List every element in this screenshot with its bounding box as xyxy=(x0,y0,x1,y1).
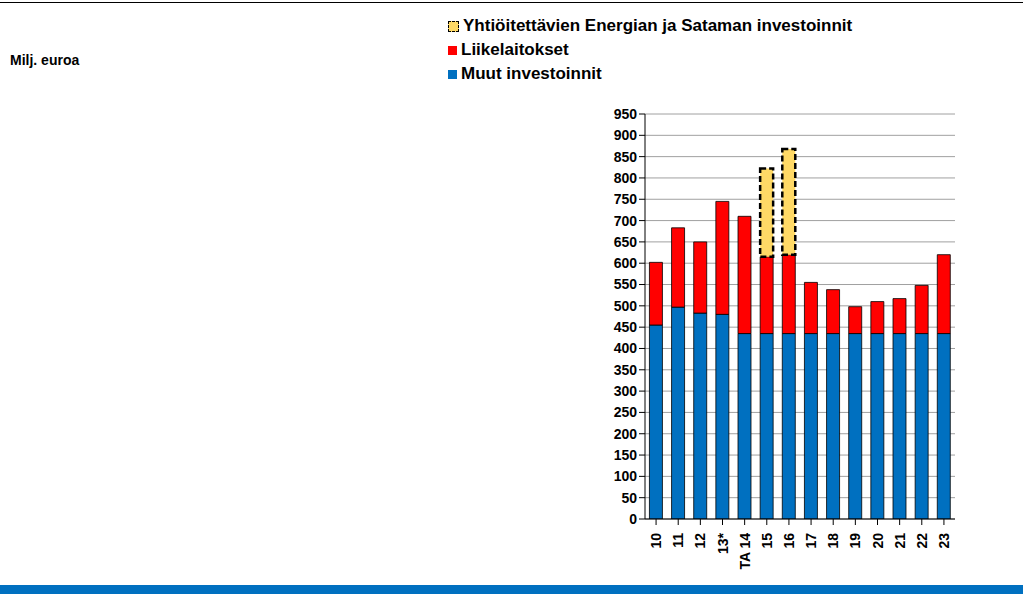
svg-text:20: 20 xyxy=(870,533,886,549)
svg-text:21: 21 xyxy=(892,533,908,549)
svg-text:450: 450 xyxy=(614,319,638,335)
svg-text:300: 300 xyxy=(614,383,638,399)
svg-text:50: 50 xyxy=(621,490,637,506)
svg-text:800: 800 xyxy=(614,170,638,186)
svg-text:150: 150 xyxy=(614,447,638,463)
svg-text:200: 200 xyxy=(614,426,638,442)
svg-text:0: 0 xyxy=(629,511,637,527)
svg-text:600: 600 xyxy=(614,255,638,271)
svg-text:850: 850 xyxy=(614,149,638,165)
svg-text:700: 700 xyxy=(614,213,638,229)
svg-text:12: 12 xyxy=(692,533,708,549)
svg-text:TA 14: TA 14 xyxy=(737,533,753,570)
svg-text:900: 900 xyxy=(614,127,638,143)
svg-text:22: 22 xyxy=(914,533,930,549)
svg-text:23: 23 xyxy=(936,533,952,549)
svg-text:10: 10 xyxy=(648,533,664,549)
svg-text:250: 250 xyxy=(614,404,638,420)
svg-text:400: 400 xyxy=(614,340,638,356)
svg-text:18: 18 xyxy=(825,533,841,549)
svg-text:17: 17 xyxy=(803,533,819,549)
svg-text:950: 950 xyxy=(614,106,638,122)
svg-text:100: 100 xyxy=(614,468,638,484)
svg-text:15: 15 xyxy=(759,533,775,549)
svg-text:11: 11 xyxy=(670,533,686,548)
svg-text:350: 350 xyxy=(614,362,638,378)
html-text:Yhtiöitettävien Energian ja Sa: Yhtiöitettävien Energian ja Sataman inve… xyxy=(463,16,853,35)
svg-text:550: 550 xyxy=(614,276,638,292)
svg-text:13*: 13* xyxy=(715,532,731,554)
svg-text:500: 500 xyxy=(614,298,638,314)
html-text:Liikelaitokset: Liikelaitokset xyxy=(461,40,569,59)
html-text:Milj. euroa: Milj. euroa xyxy=(10,52,80,68)
svg-text:16: 16 xyxy=(781,533,797,549)
svg-text:19: 19 xyxy=(847,533,863,549)
svg-text:650: 650 xyxy=(614,234,638,250)
html-text:Muut investoinnit: Muut investoinnit xyxy=(461,64,602,83)
svg-text:750: 750 xyxy=(614,191,638,207)
